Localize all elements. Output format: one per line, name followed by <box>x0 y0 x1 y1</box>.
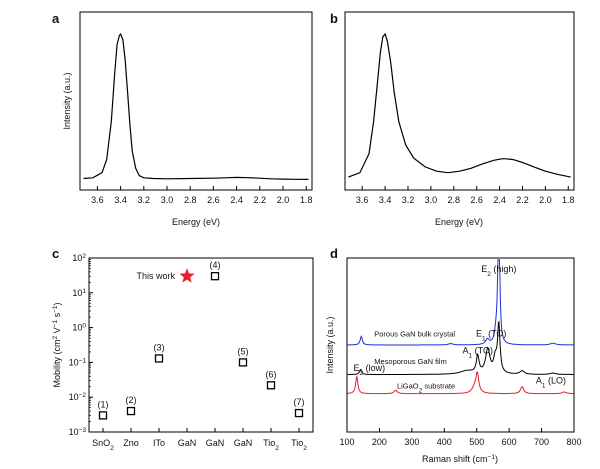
panel-c-y-ticks: 10−3 10−2 10−1 100 101 102 <box>69 253 93 438</box>
y-tick-label: 101 <box>72 287 86 298</box>
x-category-label: SnO2 <box>92 438 114 452</box>
point-label: (4) <box>210 260 221 270</box>
panel-b-label: b <box>330 11 338 26</box>
series-label: Porous GaN bulk crystal <box>374 329 455 338</box>
panel-d-axes-frame <box>346 257 575 433</box>
point-label: (7) <box>294 397 305 407</box>
x-tick-label: 600 <box>502 437 517 447</box>
panel-b-xlabel: Energy (eV) <box>435 217 483 227</box>
peak-annotation: E2 (high) <box>481 264 516 278</box>
x-tick-label: 2.8 <box>184 195 197 205</box>
panel-c-ylabel: Mobility (cm2 V−1 s−1) <box>52 302 63 387</box>
panel-d-xlabel: Raman shift (cm−1) <box>422 454 498 465</box>
panel-d-ylabel: Intensity (a.u.) <box>325 316 335 373</box>
x-tick-label: 500 <box>469 437 484 447</box>
x-tick-label: 2.4 <box>230 195 243 205</box>
x-tick-label: 3.0 <box>161 195 174 205</box>
x-tick-label: 3.6 <box>91 195 104 205</box>
x-tick-label: 2.8 <box>448 195 461 205</box>
x-tick-label: 400 <box>437 437 452 447</box>
mobility-point <box>154 354 164 363</box>
x-tick-label: 200 <box>372 437 387 447</box>
panel-a: a 3.6 3.4 3.2 3.0 2.8 2.6 2.4 2.2 2.0 1.8 Energy … <box>52 11 313 227</box>
x-tick-label: 2.2 <box>254 195 267 205</box>
x-tick-label: 3.4 <box>114 195 127 205</box>
peak-annotation: E2 (low) <box>353 363 385 377</box>
raman-spectrum-line <box>347 259 574 346</box>
panel-c-x-ticks: SnO2 Zno ITo GaN GaN GaN Tio2 Tio2 <box>92 428 307 452</box>
y-tick-label: 102 <box>72 253 86 264</box>
y-tick-label: 10−2 <box>69 392 87 403</box>
x-tick-label: 2.6 <box>207 195 220 205</box>
panel-a-xlabel: Energy (eV) <box>172 217 220 227</box>
x-tick-label: 3.4 <box>379 195 392 205</box>
mobility-point <box>238 358 248 367</box>
point-label: (5) <box>238 346 249 356</box>
panel-a-ylabel: Intensity (a.u.) <box>62 72 72 129</box>
panel-d-label: d <box>330 246 338 261</box>
mobility-point <box>266 381 276 390</box>
panel-d-annotations: Porous GaN bulk crystal Mesoporous GaN fi… <box>353 264 566 394</box>
x-tick-label: 2.0 <box>277 195 290 205</box>
x-tick-label: 300 <box>404 437 419 447</box>
peak-annotation: A1 (LO) <box>536 375 566 389</box>
mobility-point <box>294 408 304 418</box>
panel-a-pl-curve <box>83 32 309 180</box>
peak-annotation: A1 (TO) <box>462 346 492 360</box>
panel-c-label: c <box>52 246 59 261</box>
panel-b-axes-frame <box>344 11 575 191</box>
peak-annotation: E1 (TO) <box>476 328 506 342</box>
panel-b-x-ticks: 3.6 3.4 3.2 3.0 2.8 2.6 2.4 2.2 2.0 1.8 <box>356 186 575 205</box>
raman-spectrum-line <box>347 320 574 375</box>
panel-c-points: (1) (2) (3) (4) (5) (6) (7) This work <box>98 260 305 420</box>
this-work-label: This work <box>136 271 175 281</box>
series-label: Mesoporous GaN film <box>374 357 447 366</box>
y-tick-label: 10−1 <box>69 357 87 368</box>
panel-b-pl-curve <box>348 32 571 178</box>
x-tick-label: 3.2 <box>138 195 151 205</box>
x-tick-label: 700 <box>534 437 549 447</box>
x-tick-label: 1.8 <box>300 195 313 205</box>
x-tick-label: 100 <box>339 437 354 447</box>
point-label: (2) <box>126 395 137 405</box>
x-category-label: Tio2 <box>291 438 307 452</box>
x-category-label: GaN <box>206 438 225 448</box>
x-category-label: GaN <box>178 438 197 448</box>
panel-d-spectra <box>347 259 574 395</box>
y-tick-label: 10−3 <box>69 427 87 438</box>
x-tick-label: 800 <box>566 437 581 447</box>
x-tick-label: 2.0 <box>539 195 552 205</box>
point-label: (1) <box>98 399 109 409</box>
x-category-label: ITo <box>153 438 165 448</box>
panel-a-axes-frame <box>79 11 313 191</box>
panel-c: c 10−3 10−2 10−1 100 101 102 SnO2 Zno ITo GaN GaN… <box>52 246 314 452</box>
x-tick-label: 2.2 <box>516 195 529 205</box>
panel-a-x-ticks: 3.6 3.4 3.2 3.0 2.8 2.6 2.4 2.2 2.0 1.8 <box>91 186 312 205</box>
panel-b: b 3.6 3.4 3.2 3.0 2.8 2.6 2.4 2.2 2.0 1.8 Energy … <box>330 11 575 227</box>
raman-spectrum-line <box>347 371 574 395</box>
panel-c-axes-frame <box>88 257 314 433</box>
point-label: (3) <box>154 342 165 352</box>
this-work-star <box>179 268 195 283</box>
y-tick-label: 100 <box>72 322 86 333</box>
mobility-point <box>210 272 220 281</box>
mobility-point <box>98 411 108 420</box>
point-label: (6) <box>266 369 277 379</box>
series-label: LiGaO2 substrate <box>397 382 455 395</box>
x-tick-label: 3.6 <box>356 195 369 205</box>
panel-d: d 100 200 300 400 500 600 700 800 Porous GaN bu… <box>325 246 582 464</box>
x-tick-label: 1.8 <box>562 195 575 205</box>
x-tick-label: 3.2 <box>402 195 415 205</box>
x-tick-label: 2.4 <box>493 195 506 205</box>
panel-d-x-ticks: 100 200 300 400 500 600 700 800 <box>339 428 582 447</box>
x-category-label: Tio2 <box>263 438 279 452</box>
x-category-label: GaN <box>234 438 253 448</box>
panel-a-label: a <box>52 11 60 26</box>
x-tick-label: 3.0 <box>425 195 438 205</box>
mobility-point <box>126 406 136 416</box>
x-tick-label: 2.6 <box>470 195 483 205</box>
x-category-label: Zno <box>123 438 139 448</box>
